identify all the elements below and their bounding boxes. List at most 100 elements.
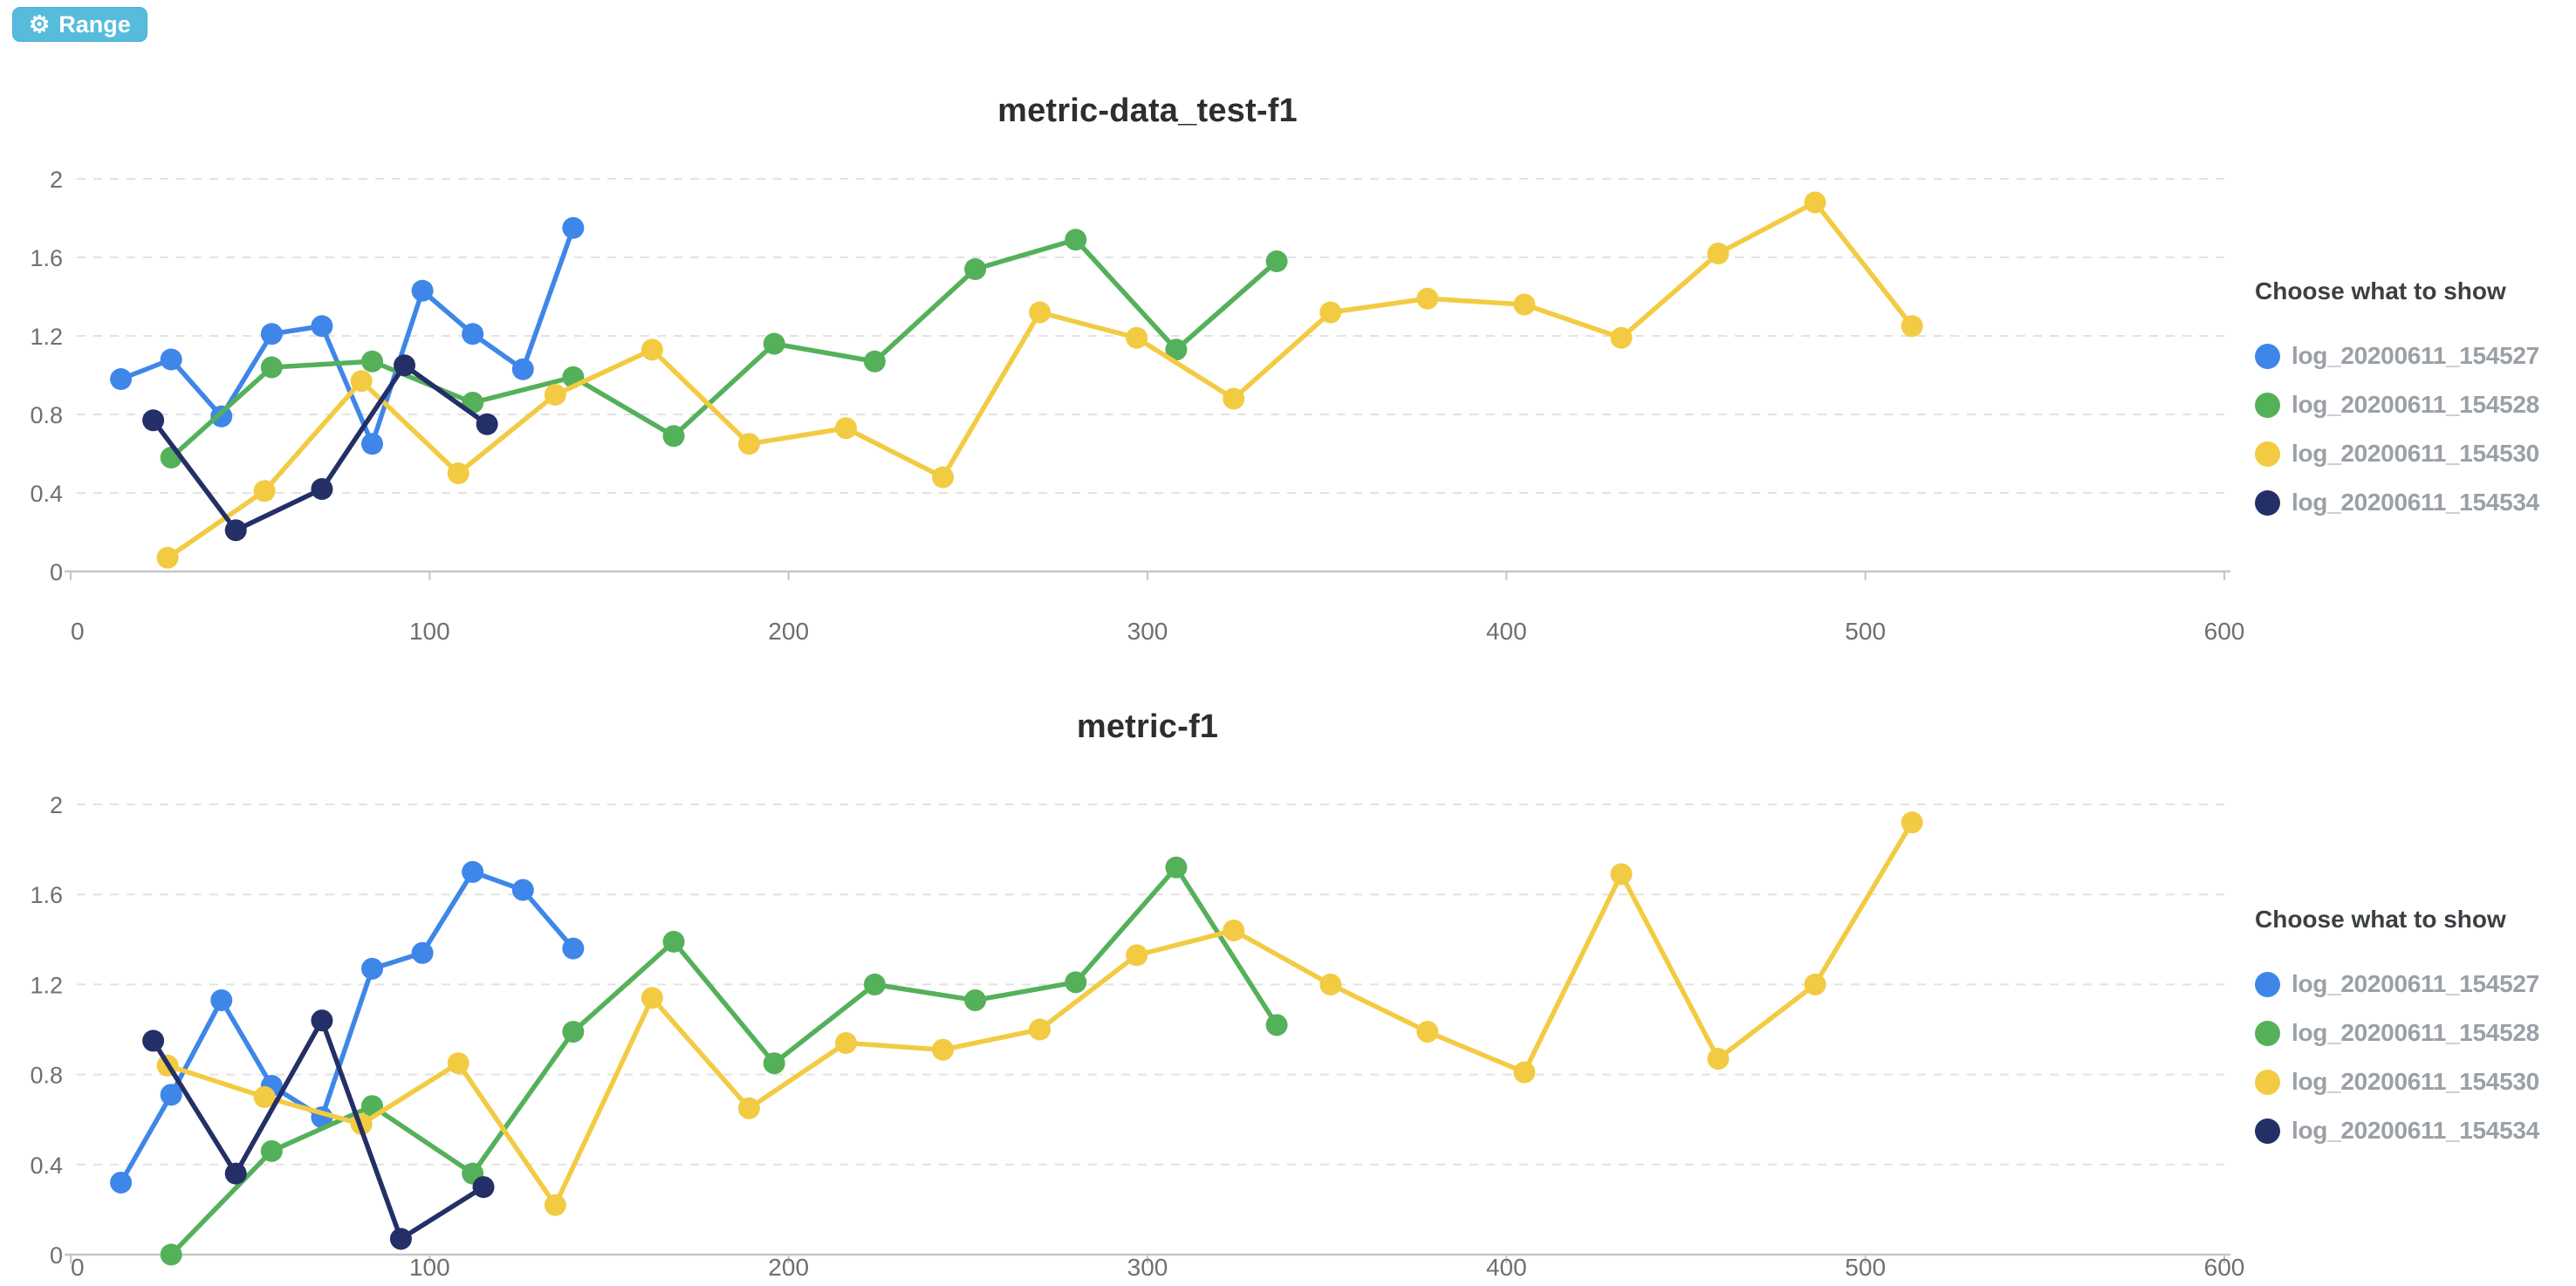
data-point[interactable] [1901,315,1923,338]
data-point[interactable] [662,425,685,448]
data-point[interactable] [932,466,955,489]
data-point[interactable] [361,350,384,373]
data-point[interactable] [311,315,333,338]
data-point[interactable] [260,356,283,379]
data-point[interactable] [1126,944,1148,967]
data-point[interactable] [476,413,498,435]
data-point[interactable] [462,323,484,345]
data-point[interactable] [411,941,434,964]
data-point[interactable] [964,258,987,280]
chart-title-bottom: metric-f1 [1076,708,1219,745]
data-point[interactable] [210,988,233,1011]
x-tick-label: 600 [2204,1254,2245,1281]
data-point[interactable] [562,1021,585,1043]
data-point[interactable] [1029,301,1052,324]
data-point[interactable] [932,1038,955,1061]
data-point[interactable] [763,332,785,355]
data-point[interactable] [511,879,534,901]
data-point[interactable] [1265,250,1288,272]
data-point[interactable] [311,478,333,500]
data-point[interactable] [544,1194,566,1216]
data-point[interactable] [1126,326,1148,349]
data-point[interactable] [1223,919,1245,941]
legend-item-154527[interactable]: log_20200611_154527 [2255,960,2574,1009]
data-point[interactable] [447,462,469,484]
legend-item-154530[interactable]: log_20200611_154530 [2255,1057,2574,1106]
data-point[interactable] [156,546,179,569]
data-point[interactable] [1065,971,1087,994]
data-point[interactable] [1065,229,1087,251]
data-point[interactable] [641,339,663,361]
data-point[interactable] [142,409,165,432]
data-point[interactable] [1165,856,1188,879]
data-point[interactable] [260,323,283,345]
data-point[interactable] [834,1031,857,1054]
data-point[interactable] [311,1009,333,1032]
data-point[interactable] [1165,339,1188,361]
data-point[interactable] [472,1176,495,1199]
data-point[interactable] [350,370,373,393]
data-point[interactable] [361,433,384,455]
data-point[interactable] [863,350,886,373]
data-point[interactable] [411,279,434,302]
data-point[interactable] [142,1029,165,1052]
data-point[interactable] [1804,973,1826,995]
data-point[interactable] [1707,243,1730,264]
data-point[interactable] [562,937,585,960]
data-point[interactable] [224,519,247,542]
data-point[interactable] [224,1162,247,1185]
data-point[interactable] [1416,1021,1439,1043]
data-point[interactable] [389,1228,412,1250]
data-point[interactable] [1029,1018,1052,1041]
data-point[interactable] [1513,1061,1536,1084]
legend-item-154527[interactable]: log_20200611_154527 [2255,332,2574,380]
data-point[interactable] [1319,973,1342,995]
gear-icon: ⚙ [29,10,51,38]
data-point[interactable] [737,433,760,455]
data-point[interactable] [834,417,857,440]
data-point[interactable] [210,405,233,428]
legend-item-154534[interactable]: log_20200611_154534 [2255,1106,2574,1155]
range-button[interactable]: ⚙ Range [12,7,147,42]
legend-item-154528[interactable]: log_20200611_154528 [2255,1009,2574,1057]
data-point[interactable] [1223,387,1245,410]
data-point[interactable] [1610,863,1633,886]
series-dot-green [2255,392,2280,418]
data-point[interactable] [260,1139,283,1162]
data-point[interactable] [1319,301,1342,324]
data-point[interactable] [110,368,133,390]
data-point[interactable] [544,384,566,406]
data-point[interactable] [1804,191,1826,214]
data-point[interactable] [1901,811,1923,834]
legend-item-154534[interactable]: log_20200611_154534 [2255,478,2574,527]
data-point[interactable] [394,354,416,377]
data-point[interactable] [160,1084,182,1106]
data-point[interactable] [1610,326,1633,349]
data-point[interactable] [110,1171,133,1194]
data-point[interactable] [662,930,685,953]
data-point[interactable] [737,1097,760,1119]
data-point[interactable] [1416,287,1439,310]
data-point[interactable] [763,1052,785,1075]
data-point[interactable] [641,987,663,1009]
legend-item-154528[interactable]: log_20200611_154528 [2255,380,2574,429]
range-button-label: Range [58,10,131,38]
data-point[interactable] [462,860,484,883]
data-point[interactable] [562,216,585,239]
data-point[interactable] [361,957,384,980]
data-point[interactable] [511,358,534,380]
x-tick-label: 0 [71,618,85,645]
data-point[interactable] [160,1243,182,1266]
data-point[interactable] [447,1052,469,1075]
data-point[interactable] [863,973,886,995]
data-point[interactable] [1265,1014,1288,1036]
data-point[interactable] [1707,1048,1730,1071]
top-chart-plot: 0 0.4 0.8 1.2 1.6 2 0 100 200 300 400 500 600 [30,167,2244,645]
data-point[interactable] [160,348,182,371]
data-point[interactable] [1513,293,1536,316]
legend-item-154530[interactable]: log_20200611_154530 [2255,429,2574,478]
data-point[interactable] [253,1085,276,1108]
data-point[interactable] [253,480,276,503]
data-point[interactable] [964,988,987,1011]
y-tick-label: 1.6 [30,245,63,271]
